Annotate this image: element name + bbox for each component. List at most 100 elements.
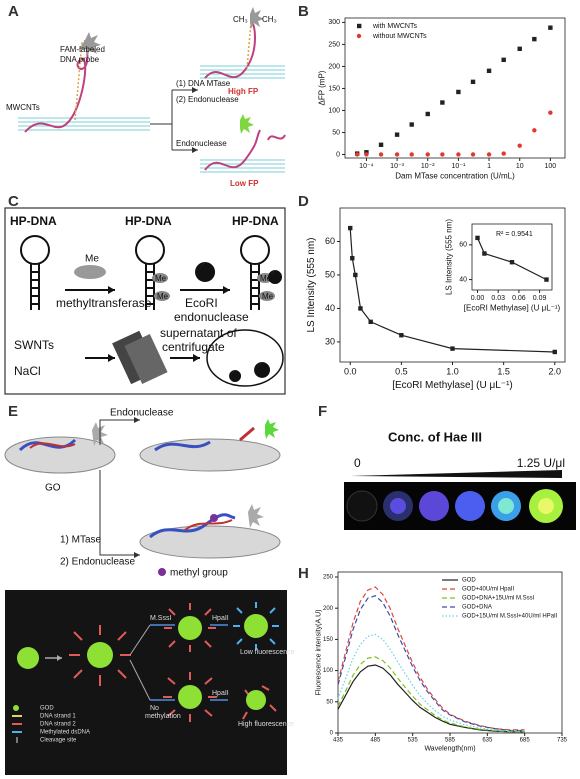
x-tick-label: 10 xyxy=(516,163,524,170)
point xyxy=(470,152,476,157)
x-tick-label: 1.0 xyxy=(446,366,459,376)
x-tick-label: 0.09 xyxy=(533,295,547,302)
plot-frame xyxy=(337,571,563,734)
series-line xyxy=(337,586,525,731)
point xyxy=(548,110,553,115)
step-label: NaCl xyxy=(14,364,41,378)
x-tick-label: 10⁻¹ xyxy=(451,163,465,170)
x-axis-label: [EcoRI Methylase] (U μL⁻¹) xyxy=(392,380,513,391)
step-label: (2) Endonuclease xyxy=(176,95,239,104)
point xyxy=(425,152,430,157)
step-label: methyltransferase xyxy=(56,296,152,310)
point xyxy=(470,79,476,85)
point xyxy=(399,333,404,338)
x-axis-label: Dam MTase concentration (U/mL) xyxy=(395,171,515,180)
go-label: GO xyxy=(45,483,61,494)
point xyxy=(364,152,369,157)
wells-title: Conc. of Hae III xyxy=(388,429,482,444)
legend-label: GOD+DNA xyxy=(462,605,492,611)
x-tick-label: 0.0 xyxy=(344,366,357,376)
y-tick-label: 200 xyxy=(323,606,334,612)
panel-a: FAM-labeled DNA probe MWCNTs CH₃ CH₃ (1)… xyxy=(6,7,286,188)
result-label: Low FP xyxy=(230,179,259,188)
step-label: endonuclease xyxy=(174,310,249,324)
result-label: Low fluorescence xyxy=(240,649,295,656)
hp-dna-label: HP-DNA xyxy=(232,214,279,228)
point xyxy=(501,57,506,63)
x-tick-label: 0.06 xyxy=(512,295,526,302)
legend-label: GOD+15U/ml M.SssI+40U/ml HPaII xyxy=(462,614,558,620)
y-tick-label: 250 xyxy=(328,41,340,48)
legend-swatch xyxy=(357,23,362,29)
y-tick-label: 40 xyxy=(325,303,335,313)
point xyxy=(409,122,414,127)
result-label: High fluorescence xyxy=(238,721,294,728)
point xyxy=(348,225,353,231)
point xyxy=(409,152,414,157)
x-tick-label: 1 xyxy=(487,163,491,170)
y-axis-label: LS Intensity (555 nm) xyxy=(445,219,454,295)
hp-dna-label: HP-DNA xyxy=(10,214,57,228)
step-label: SWNTs xyxy=(14,338,54,352)
point xyxy=(509,260,515,265)
me-label: Me xyxy=(262,292,274,301)
plot-frame xyxy=(344,17,566,159)
point xyxy=(378,152,384,157)
series-line xyxy=(349,228,555,353)
x-tick-label: 2.0 xyxy=(549,366,562,376)
panel-label: E xyxy=(8,403,18,420)
methyl-label: CH₃ xyxy=(233,15,248,24)
point xyxy=(532,36,537,42)
legend-label: GOD xyxy=(462,578,476,584)
y-tick-label: 300 xyxy=(328,19,340,26)
y-tick-label: 60 xyxy=(459,242,467,249)
y-tick-label: 0 xyxy=(330,731,334,737)
series-line xyxy=(337,595,525,732)
x-tick-label: 10⁻³ xyxy=(390,163,404,170)
point xyxy=(354,152,360,157)
legend-label: methyl group xyxy=(170,568,228,579)
x-tick-label: 585 xyxy=(445,738,456,744)
y-tick-label: 100 xyxy=(328,107,340,114)
y-tick-label: 100 xyxy=(323,668,334,674)
panel-label: D xyxy=(298,193,309,210)
point xyxy=(501,151,506,156)
point xyxy=(353,272,358,278)
y-tick-label: 30 xyxy=(325,336,335,346)
point xyxy=(456,89,461,95)
legend-label: with MWCNTs xyxy=(372,23,417,30)
point xyxy=(486,68,492,74)
y-tick-label: 40 xyxy=(459,276,467,283)
panel-label: H xyxy=(298,565,309,582)
panel-e: Endonuclease GO 1) MTase 2) Endonuclease… xyxy=(4,408,281,579)
step-label: (1) DNA MTase xyxy=(176,79,231,88)
point xyxy=(552,349,557,355)
series-line xyxy=(476,237,547,281)
legend-label: without MWCNTs xyxy=(372,33,427,40)
step-label: supernatant of xyxy=(160,326,237,340)
point xyxy=(517,46,522,52)
point xyxy=(368,319,373,325)
point xyxy=(440,152,445,157)
x-tick-label: 435 xyxy=(333,738,344,744)
step-label: No xyxy=(150,705,159,712)
point xyxy=(394,132,400,137)
point xyxy=(482,251,487,256)
step-label: M.SssI xyxy=(150,615,171,622)
y-tick-label: 250 xyxy=(323,575,334,581)
panel-label: F xyxy=(318,403,327,420)
wells-low: 0 xyxy=(354,456,361,470)
step-label: EcoRI xyxy=(185,296,218,310)
me-label: Me xyxy=(157,292,169,301)
x-tick-label: 685 xyxy=(520,738,531,744)
step-label: 1) MTase xyxy=(60,535,102,546)
y-tick-label: 0 xyxy=(336,151,340,158)
y-tick-label: 150 xyxy=(323,637,334,643)
methyl-label: CH₃ xyxy=(262,15,277,24)
panel-label: B xyxy=(298,3,309,20)
step-label: methylation xyxy=(145,713,181,720)
legend-label: Methylated dsDNA xyxy=(40,730,90,736)
point xyxy=(364,150,369,155)
panel-c: HP-DNA HP-DNA HP-DNA Me Me Me Me Me meth… xyxy=(4,207,286,395)
point xyxy=(378,142,384,147)
